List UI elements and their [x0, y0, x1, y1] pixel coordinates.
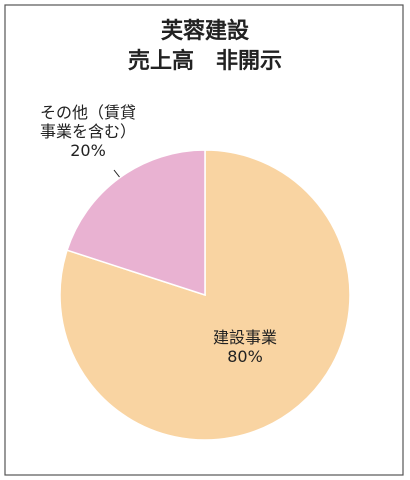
frame	[4, 4, 404, 476]
pie-slice	[66, 149, 206, 297]
value-label: 80%	[227, 347, 263, 366]
value-label: 20%	[70, 141, 106, 160]
chart-title: 売上高 非開示	[128, 48, 282, 74]
slice-label: その他（賃貸事業を含む）	[39, 103, 136, 141]
chart-title: 芙蓉建設	[161, 18, 250, 44]
slice-label: 建設事業	[212, 328, 277, 347]
